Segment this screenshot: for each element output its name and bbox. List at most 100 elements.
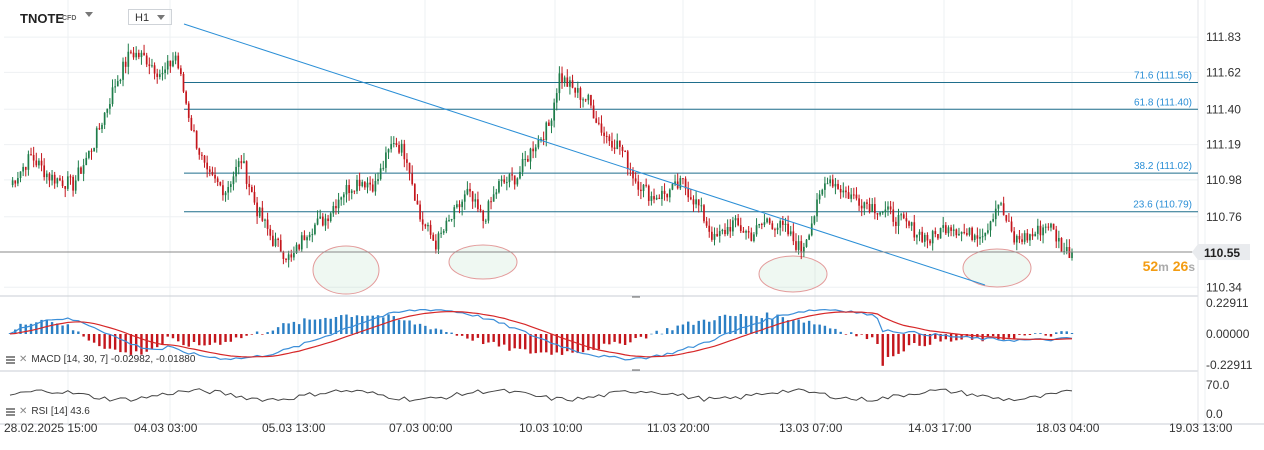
candle-body (737, 218, 740, 226)
candle-body (503, 179, 506, 183)
candle-body (337, 199, 340, 209)
candle-body (364, 182, 366, 188)
candle-body (619, 140, 621, 147)
macd-histogram-bar (760, 318, 764, 334)
candle-body (682, 178, 684, 180)
candle-body (222, 185, 224, 196)
price-tick-label: 110.76 (1206, 210, 1242, 224)
candle-body (219, 182, 222, 186)
time-tick-label: 07.03 00:00 (389, 421, 453, 435)
candle-body (1055, 229, 1058, 242)
candle-body (868, 203, 871, 213)
candle-body (527, 158, 529, 162)
close-icon[interactable]: ✕ (19, 405, 28, 417)
macd-histogram-bar (876, 334, 879, 344)
candle-body (272, 235, 274, 246)
candle-body (164, 69, 166, 73)
candle-body (203, 155, 206, 163)
candle-body (227, 187, 230, 193)
candle-body (243, 161, 245, 164)
macd-histogram-bar (629, 334, 632, 343)
candle-body (703, 205, 705, 222)
candle-body (479, 209, 482, 211)
macd-histogram-bar (818, 324, 821, 334)
candle-body (834, 183, 837, 187)
macd-histogram-bar (124, 334, 127, 353)
candle-body (689, 197, 692, 200)
candle-body (492, 194, 495, 202)
support-zone-ellipse (448, 244, 518, 280)
candle-body (119, 79, 122, 82)
candle-body (734, 218, 737, 221)
current-price-tag (1198, 244, 1250, 261)
candle-body (319, 216, 322, 219)
candle-body (950, 227, 952, 231)
close-icon[interactable]: ✕ (19, 353, 28, 365)
macd-histogram-bar (734, 316, 737, 334)
timeframe-select[interactable]: H1 (128, 9, 172, 25)
candle-body (955, 229, 958, 236)
candle-body (960, 231, 963, 234)
macd-label: MACD [14, 30, 7] -0.02982, -0.01880 (31, 354, 196, 365)
symbol-type: CFD (62, 15, 77, 22)
macd-histogram-bar (198, 334, 201, 346)
chevron-down-icon[interactable] (85, 12, 93, 17)
macd-histogram-bar (371, 315, 374, 334)
macd-histogram-bar (529, 334, 532, 354)
macd-histogram-bar (240, 334, 243, 339)
candle-body (174, 55, 177, 61)
candle-body (713, 233, 716, 240)
macd-histogram-bar (986, 334, 990, 337)
candle-body (787, 223, 789, 235)
macd-histogram-bar (61, 325, 64, 334)
candle-body (130, 51, 132, 53)
candle-body (929, 240, 931, 244)
symbol-name[interactable]: TNOTE (20, 11, 65, 26)
candle-body (611, 140, 613, 148)
candle-body (994, 208, 997, 220)
macd-histogram-bar (108, 334, 112, 349)
candle-body (548, 122, 550, 126)
candle-body (350, 190, 353, 193)
macd-histogram-bar (434, 328, 438, 334)
macd-histogram-bar (245, 334, 248, 336)
candle-body (524, 158, 527, 160)
candle-body (1018, 235, 1021, 240)
candle-body (826, 183, 829, 185)
candle-body (829, 179, 832, 184)
candle-body (979, 237, 981, 239)
candle-body (335, 206, 337, 209)
candle-body (358, 179, 361, 187)
macd-histogram-bar (287, 323, 290, 334)
macd-histogram-bar (981, 334, 984, 342)
macd-histogram-bar (318, 319, 322, 334)
candle-body (555, 93, 558, 103)
macd-histogram-bar (634, 334, 637, 339)
candle-body (789, 231, 792, 235)
macd-histogram-bar (608, 334, 611, 345)
candle-body (692, 199, 695, 205)
candle-body (38, 160, 40, 166)
candle-body (763, 222, 766, 225)
candle-body (1058, 237, 1060, 242)
macd-histogram-bar (113, 334, 117, 350)
macd-histogram-bar (82, 334, 85, 337)
candle-body (43, 165, 46, 178)
candle-body (847, 192, 850, 199)
macd-histogram-bar (708, 321, 711, 334)
candle-body (666, 193, 669, 198)
candle-body (180, 68, 182, 74)
candle-body (997, 204, 1000, 209)
candle-body (327, 218, 329, 222)
candle-body (132, 52, 135, 58)
candle-body (56, 178, 59, 184)
settings-lines-icon[interactable] (6, 407, 15, 416)
settings-lines-icon[interactable] (6, 355, 15, 364)
macd-histogram-bar (823, 325, 827, 334)
candle-body (600, 123, 603, 133)
candle-body (561, 73, 563, 83)
candle-body (427, 224, 429, 227)
candle-body (35, 160, 38, 166)
